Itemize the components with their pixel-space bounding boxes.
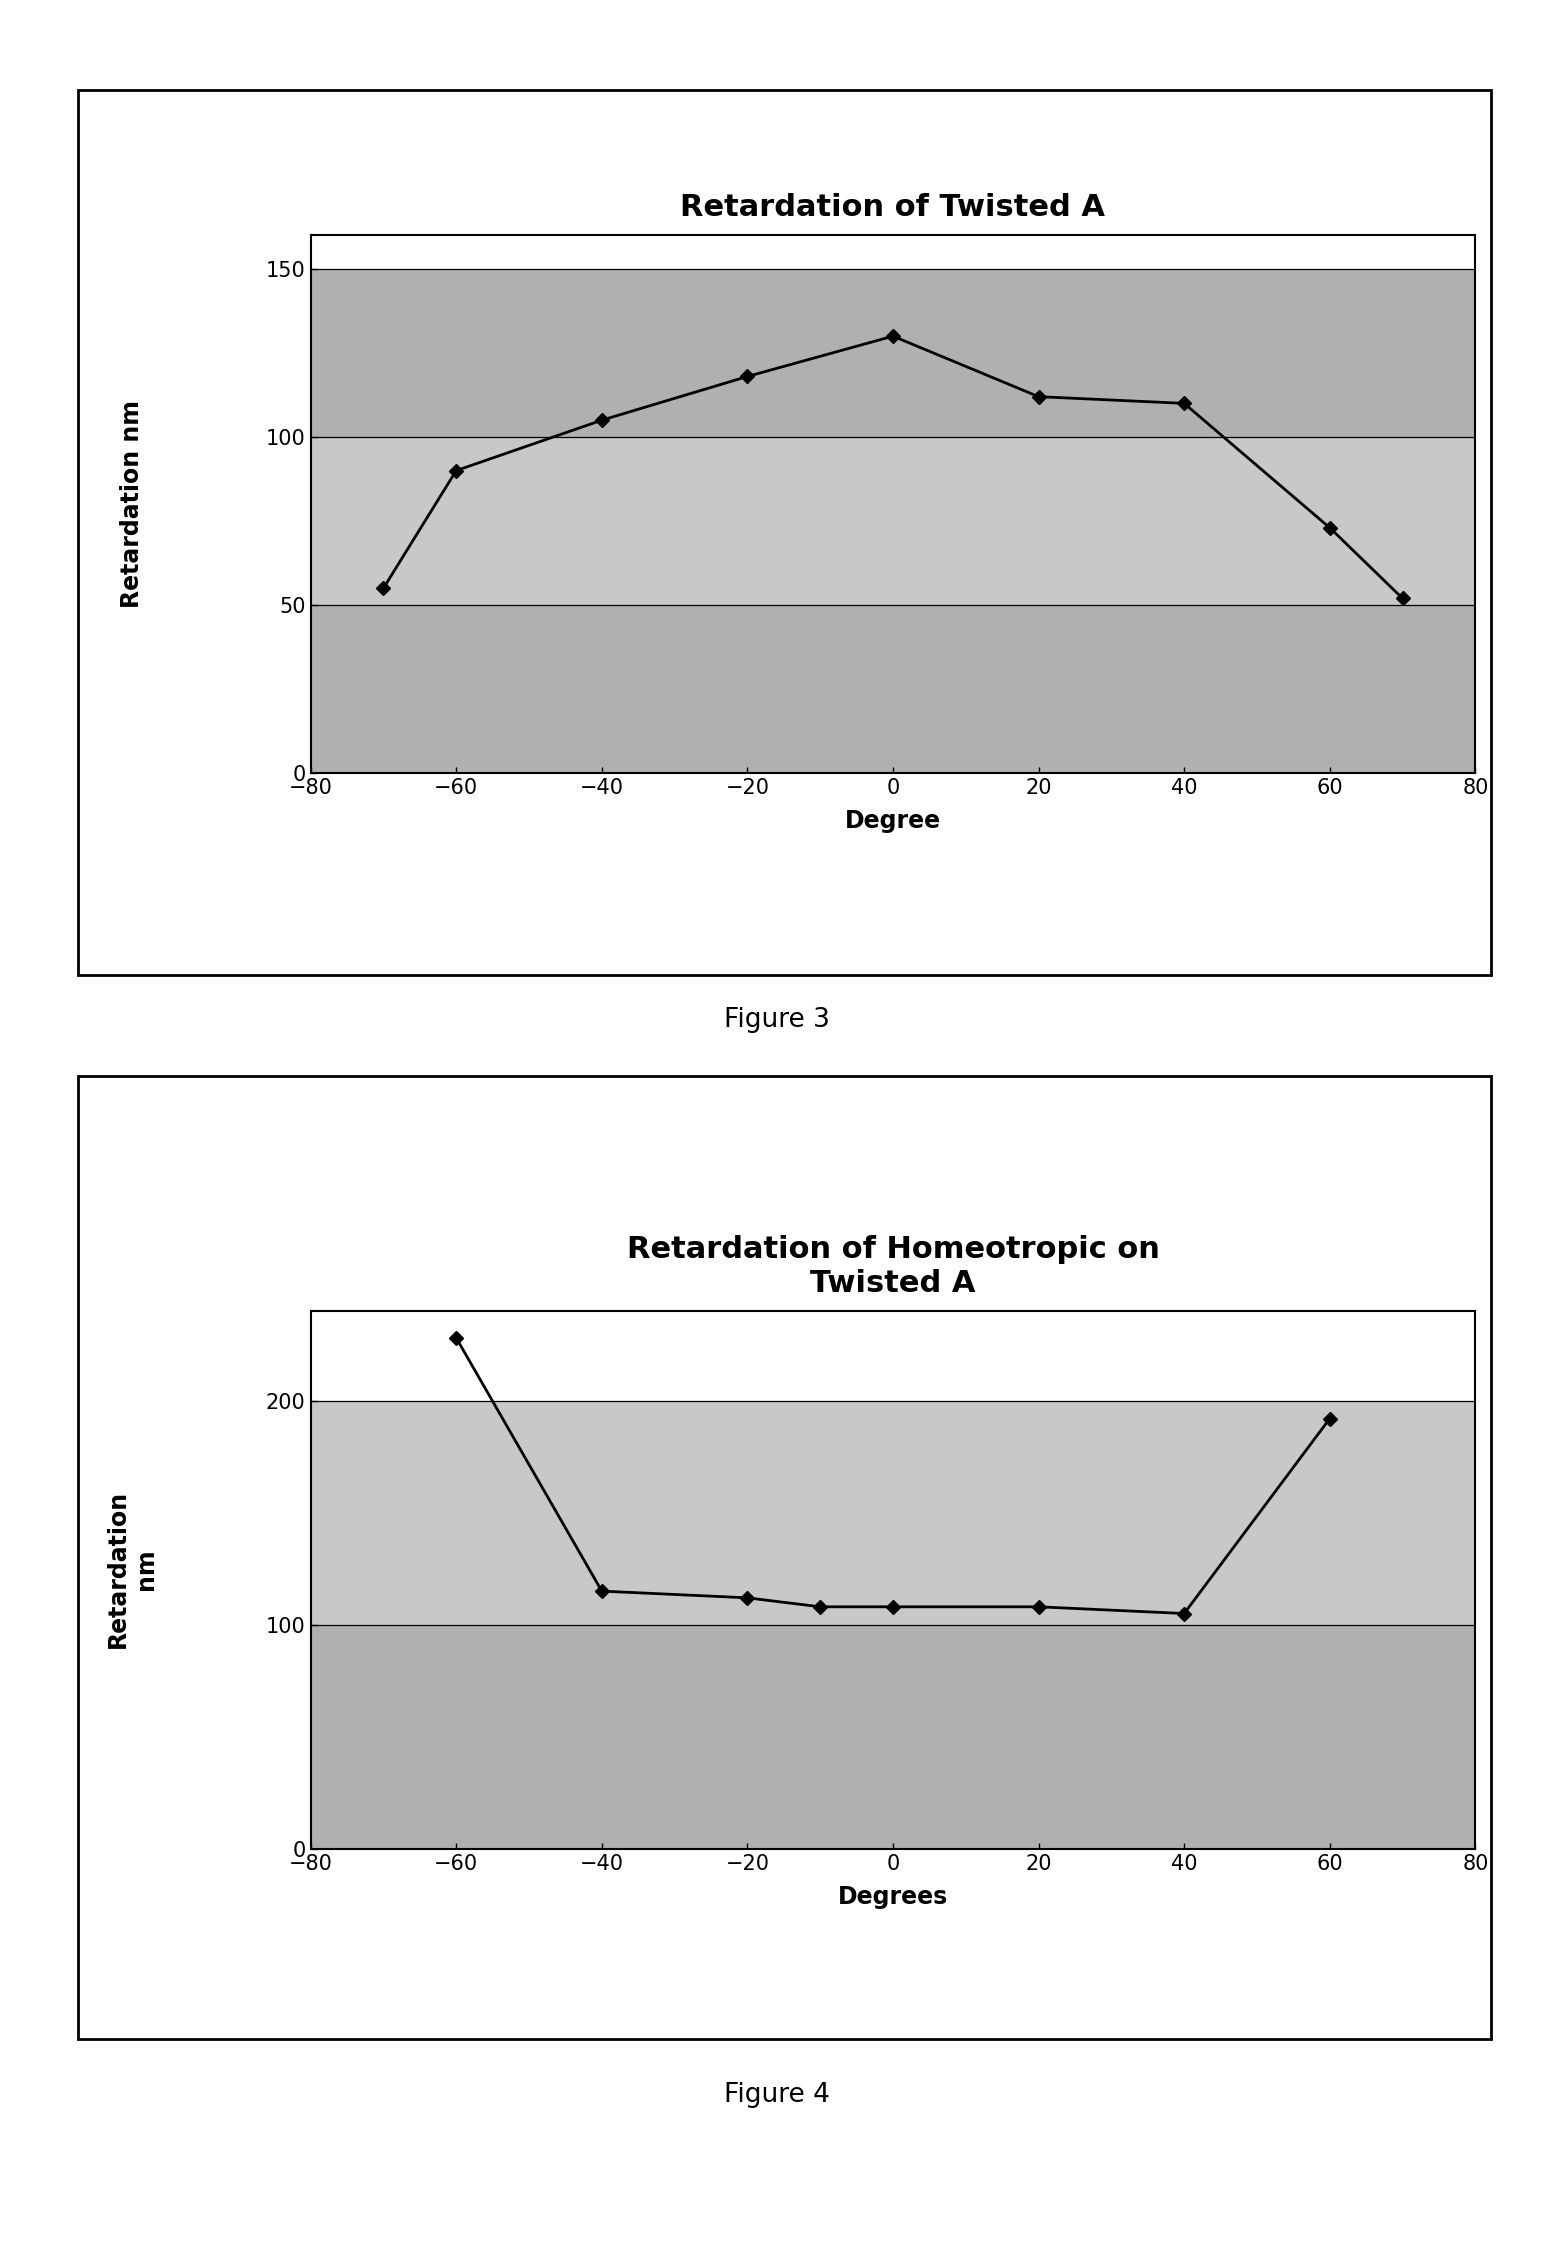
Bar bbox=[311, 605, 1475, 773]
X-axis label: Degrees: Degrees bbox=[839, 1885, 947, 1909]
Bar bbox=[311, 437, 1475, 605]
Text: Retardation nm: Retardation nm bbox=[120, 401, 144, 607]
Title: Retardation of Twisted A: Retardation of Twisted A bbox=[680, 193, 1106, 222]
Text: Figure 3: Figure 3 bbox=[724, 1006, 829, 1033]
X-axis label: Degree: Degree bbox=[845, 809, 941, 834]
Bar bbox=[311, 1401, 1475, 1625]
Text: Retardation
nm: Retardation nm bbox=[106, 1490, 158, 1647]
Title: Retardation of Homeotropic on
Twisted A: Retardation of Homeotropic on Twisted A bbox=[626, 1235, 1160, 1298]
Bar bbox=[311, 269, 1475, 437]
Bar bbox=[311, 1625, 1475, 1849]
Text: Figure 4: Figure 4 bbox=[724, 2082, 829, 2109]
